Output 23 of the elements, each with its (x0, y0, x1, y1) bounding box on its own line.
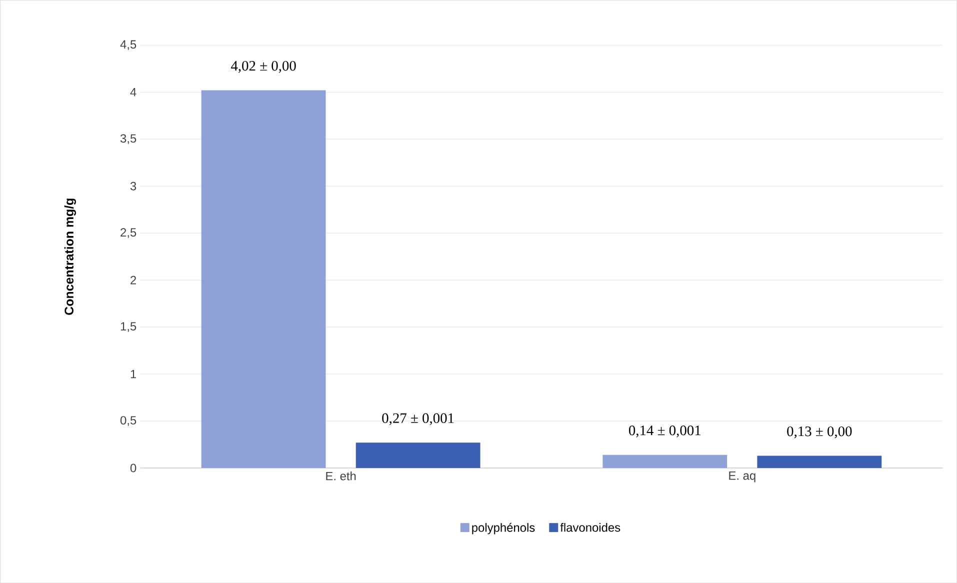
y-tick-label: 3,5 (120, 134, 136, 144)
y-tick-label: 4 (130, 88, 136, 96)
legend-label: flavonoides (560, 522, 620, 532)
y-tick-label: 0 (130, 464, 136, 472)
data-label: 4,02 ± 0,00 (230, 60, 296, 73)
y-tick-label: 1,5 (120, 322, 136, 332)
data-label: 0,14 ± 0,001 (628, 425, 700, 438)
y-tick-label: 2,5 (120, 228, 136, 238)
y-tick-label: 3 (130, 182, 136, 190)
data-label: 0,27 ± 0,001 (382, 413, 454, 426)
y-tick-label: 4,5 (120, 40, 136, 50)
bar (356, 442, 480, 468)
y-tick-label: 0,5 (120, 416, 136, 426)
y-tick-label: 1 (130, 370, 136, 378)
x-tick-label: E. eth (326, 471, 356, 480)
bar (602, 454, 728, 468)
bar (201, 90, 326, 468)
legend-label: polyphénols (472, 522, 535, 534)
y-tick-label: 2 (130, 276, 136, 284)
x-tick-label: E. aq (729, 471, 756, 482)
y-axis-title: Concentration mg/g (64, 198, 76, 315)
bar (757, 456, 882, 468)
data-label: 0,13 ± 0,00 (787, 426, 852, 438)
